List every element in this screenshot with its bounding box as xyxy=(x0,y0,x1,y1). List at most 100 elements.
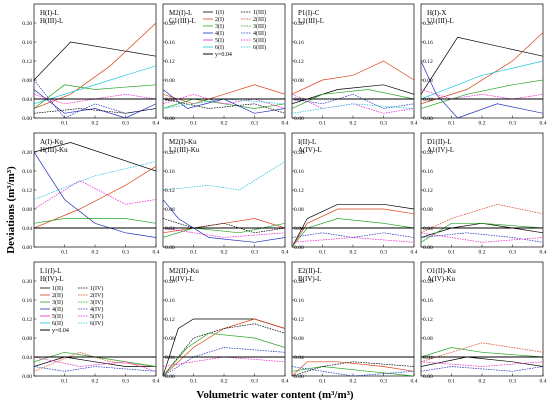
series-line xyxy=(292,218,414,247)
series-line xyxy=(421,347,543,358)
y-tick-label: 0.08 xyxy=(165,207,175,213)
series-line xyxy=(421,342,543,363)
x-tick-label: 0.3 xyxy=(380,121,387,127)
y-tick-label: 0.20 xyxy=(423,279,433,285)
series-line xyxy=(34,366,156,372)
y-tick-label: 0.20 xyxy=(165,150,175,156)
x-tick-label: 0.2 xyxy=(479,121,486,127)
panel-label: A1(IV)-L xyxy=(427,146,454,154)
panel-label: L1(III)-Ku xyxy=(169,146,200,154)
y-tick-label: 0.04 xyxy=(423,355,433,361)
series-line xyxy=(34,79,156,118)
panel-label: U1(III)-L xyxy=(427,17,454,25)
legend-label: 2(II) xyxy=(52,292,63,299)
legend-label: 6(III) xyxy=(253,44,266,51)
x-tick-label: 0.2 xyxy=(92,250,99,256)
chart-panel: 0.00 0.04 0.08 0.12 0.16 0.20 0.1 0.2 0.3 0.4 A(I)… xyxy=(22,132,160,256)
y-tick-label: 0.00 xyxy=(22,374,32,380)
y-tick-label: 0.20 xyxy=(423,21,433,27)
series-line xyxy=(292,103,414,114)
x-tick-label: 0.4 xyxy=(540,250,547,256)
x-tick-label: 0.4 xyxy=(153,250,160,256)
legend-label: 1(III) xyxy=(253,9,266,16)
series-group xyxy=(34,142,156,238)
y-tick-label: 0.12 xyxy=(294,188,304,194)
chart-panel: 0.00 0.04 0.08 0.12 0.16 0.20 0.1 0.2 0.3 0.4 L1(I… xyxy=(22,261,160,385)
series-line xyxy=(34,84,156,109)
panel-grid: 0.00 0.04 0.08 0.12 0.16 0.20 0.1 0.2 0.3 0.4 H(I)… xyxy=(22,3,547,385)
x-tick-label: 0.1 xyxy=(448,121,455,127)
chart-panel: 0.00 0.04 0.08 0.12 0.16 0.20 0.1 0.2 0.3 0.4 I(II… xyxy=(291,132,418,256)
legend-label: 3(IV) xyxy=(90,299,103,306)
series-line xyxy=(421,89,543,100)
y-tick-label: 0.12 xyxy=(22,317,32,323)
series-line xyxy=(34,180,156,210)
series-line xyxy=(292,366,414,376)
panel-label: H(I)-L xyxy=(40,9,59,17)
legend-label: 4(III) xyxy=(253,30,266,37)
y-tick-label: 0.04 xyxy=(294,355,304,361)
series-line xyxy=(163,323,285,376)
y-tick-label: 0.00 xyxy=(294,374,304,380)
series-line xyxy=(34,108,156,114)
x-axis-title: Volumetric water content (m³/m³) xyxy=(196,389,354,401)
series-line xyxy=(421,60,543,118)
panel-label: I(II)-L xyxy=(298,138,316,146)
panel-label: A(IV)-Ku xyxy=(427,275,455,283)
x-tick-label: 0.4 xyxy=(282,379,289,385)
series-line xyxy=(292,60,414,95)
y-tick-label: 0.08 xyxy=(423,207,433,213)
y-tick-label: 0.20 xyxy=(165,21,175,27)
panel-label: M2(I)-Ku xyxy=(169,138,197,146)
y-tick-label: 0.12 xyxy=(294,317,304,323)
x-tick-label: 0.3 xyxy=(122,250,129,256)
panel-label: H(III)-L xyxy=(40,17,63,25)
series-line xyxy=(163,227,285,238)
series-line xyxy=(292,361,414,376)
y-tick-label: 0.20 xyxy=(22,150,32,156)
legend-label: 3(II) xyxy=(52,299,63,306)
series-line xyxy=(421,232,543,243)
x-tick-label: 0.3 xyxy=(122,121,129,127)
series-line xyxy=(292,208,414,247)
y-tick-label: 0.12 xyxy=(165,188,175,194)
y-tick-label: 0.00 xyxy=(423,374,433,380)
y-tick-label: 0.20 xyxy=(294,21,304,27)
y-tick-label: 0.08 xyxy=(423,336,433,342)
series-line xyxy=(292,84,414,105)
y-tick-label: 0.08 xyxy=(165,336,175,342)
series-line xyxy=(163,356,285,367)
y-tick-label: 0.08 xyxy=(22,336,32,342)
series-line xyxy=(163,84,285,105)
series-line xyxy=(421,79,543,109)
panel-label: A(IV)-L xyxy=(298,146,322,154)
y-tick-label: 0.16 xyxy=(165,169,175,175)
panel-label: L1(III)-L xyxy=(298,17,324,25)
y-tick-label: 0.04 xyxy=(22,97,32,103)
y-tick-label: 0.00 xyxy=(423,245,433,251)
x-tick-label: 0.3 xyxy=(380,250,387,256)
y-tick-label: 0.16 xyxy=(423,40,433,46)
x-tick-label: 0.4 xyxy=(411,121,418,127)
panel-label: H(III)-Ku xyxy=(40,146,68,154)
y-tick-label: 0.04 xyxy=(423,97,433,103)
legend-label: 6(II) xyxy=(52,320,63,327)
x-tick-label: 0.1 xyxy=(190,121,197,127)
x-tick-label: 0.3 xyxy=(509,121,516,127)
x-tick-label: 0.3 xyxy=(251,250,258,256)
x-tick-label: 0.2 xyxy=(350,121,357,127)
x-tick-label: 0.4 xyxy=(411,250,418,256)
series-line xyxy=(292,93,414,114)
panel-label: P1(I)-C xyxy=(298,9,320,17)
series-line xyxy=(421,356,543,367)
series-line xyxy=(163,199,285,243)
x-tick-label: 0.1 xyxy=(448,379,455,385)
legend-label: 2(I) xyxy=(215,16,224,23)
x-tick-label: 0.1 xyxy=(448,250,455,256)
series-line xyxy=(163,218,285,234)
legend-label: 6(IV) xyxy=(90,320,103,327)
series-line xyxy=(421,366,543,372)
y-tick-label: 0.16 xyxy=(22,169,32,175)
legend-label: 5(IV) xyxy=(90,313,103,320)
